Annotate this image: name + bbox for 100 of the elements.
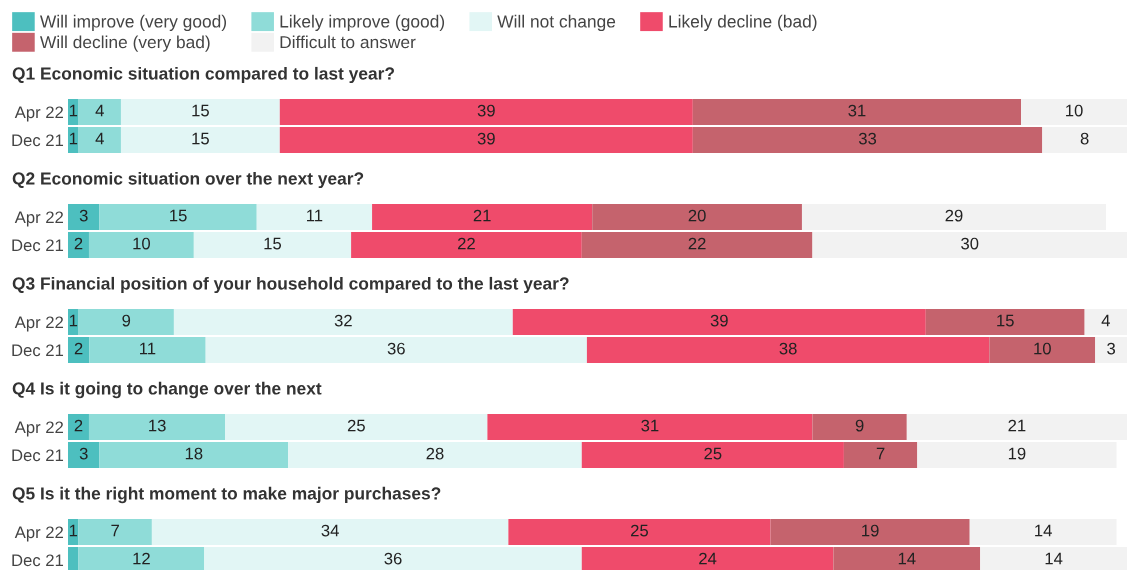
- data-label: 1: [69, 524, 78, 537]
- data-label: 15: [997, 314, 1014, 327]
- data-label: 33: [858, 132, 877, 145]
- bar: [279, 98, 693, 126]
- data-label: 31: [641, 419, 659, 432]
- bar: [68, 126, 79, 154]
- bar: [78, 98, 121, 126]
- data-label: 1: [69, 314, 78, 327]
- bar: [581, 231, 813, 259]
- data-label: 12: [133, 552, 150, 565]
- bar: [917, 441, 1117, 469]
- data-label: 22: [458, 237, 475, 250]
- bar: [89, 336, 206, 364]
- chart-title: Q1 Economic situation compared to last year?: [12, 66, 394, 84]
- data-label: 4: [95, 132, 104, 145]
- data-label: 7: [876, 447, 885, 460]
- data-label: 39: [477, 132, 495, 145]
- bar: [68, 413, 89, 441]
- bar: [1095, 336, 1127, 364]
- data-label: 36: [384, 552, 402, 565]
- data-label: 15: [192, 104, 209, 117]
- y-tick-label: Apr 22: [14, 421, 63, 437]
- data-label: 28: [426, 447, 444, 460]
- bar: [288, 441, 582, 469]
- bar: [78, 308, 174, 336]
- bar: [372, 203, 593, 231]
- bar: [351, 231, 582, 259]
- y-tick-label: Apr 22: [14, 526, 63, 542]
- legend-label: Will improve (very good): [40, 14, 227, 32]
- bar: [120, 126, 280, 154]
- data-label: 24: [699, 552, 717, 565]
- bar: [88, 413, 226, 441]
- bar: [487, 413, 813, 441]
- y-tick-label: Dec 21: [12, 554, 64, 567]
- y-tick-label: Dec 21: [12, 449, 64, 462]
- chart-title: Q4 Is it going to change over the next: [12, 381, 322, 399]
- data-label: 11: [140, 342, 156, 355]
- data-label: 31: [848, 104, 866, 117]
- data-label: 29: [945, 209, 963, 222]
- chart-title: Q5 Is it the right moment to make major purchases?: [12, 486, 441, 504]
- data-label: 3: [79, 447, 88, 460]
- y-tick-label: Dec 21: [12, 239, 64, 252]
- data-label: 25: [631, 524, 649, 537]
- data-label: 20: [688, 209, 706, 222]
- data-label: 14: [1045, 552, 1063, 565]
- data-label: 39: [710, 314, 728, 327]
- data-label: 38: [779, 342, 797, 355]
- data-label: 32: [334, 314, 352, 327]
- bar: [68, 308, 79, 336]
- bar: [279, 126, 693, 154]
- data-label: 21: [473, 209, 491, 222]
- bar: [1042, 126, 1127, 154]
- bar: [592, 203, 802, 231]
- data-label: 11: [307, 209, 323, 222]
- bar: [173, 308, 513, 336]
- bar: [512, 308, 926, 336]
- data-label: 19: [1008, 447, 1026, 460]
- chart-title: Q2 Economic situation over the next year?: [12, 171, 364, 189]
- data-label: 8: [1080, 132, 1089, 145]
- y-tick-label: Dec 21: [12, 134, 64, 147]
- y-tick-label: Apr 22: [14, 211, 63, 227]
- bar: [581, 441, 844, 469]
- bar: [801, 203, 1107, 231]
- chart-title: Q3 Financial position of your household compared to the last year?: [12, 276, 569, 294]
- bar: [586, 336, 990, 364]
- data-label: 9: [855, 419, 864, 432]
- legend-label: Difficult to answer: [280, 35, 416, 49]
- y-tick-label: Apr 22: [14, 316, 63, 332]
- bar: [88, 231, 194, 259]
- legend-label: Will not change: [497, 14, 616, 32]
- bar: [925, 308, 1085, 336]
- y-tick-label: Dec 21: [12, 344, 64, 357]
- y-tick-label: Apr 22: [14, 106, 63, 122]
- data-label: 22: [688, 237, 706, 250]
- data-label: 7: [111, 524, 119, 537]
- bar: [692, 126, 1043, 154]
- data-label: 15: [264, 237, 282, 250]
- bar: [68, 203, 100, 231]
- bar: [692, 98, 1022, 126]
- bar: [68, 441, 100, 469]
- data-label: 10: [133, 237, 151, 250]
- data-label: 39: [477, 104, 495, 117]
- bar: [68, 98, 79, 126]
- bar: [812, 231, 1127, 259]
- data-label: 10: [1034, 342, 1051, 355]
- bar: [1084, 308, 1127, 336]
- bar: [68, 336, 90, 364]
- bar: [843, 441, 918, 469]
- bar: [205, 336, 587, 364]
- bar: [68, 231, 89, 259]
- legend-label: Likely decline (bad): [669, 14, 817, 32]
- data-label: 14: [898, 552, 916, 565]
- bar: [1021, 98, 1127, 126]
- bar: [989, 336, 1096, 364]
- data-label: 4: [1101, 314, 1110, 327]
- data-label: 9: [122, 314, 131, 327]
- data-label: 30: [961, 237, 979, 250]
- bar: [99, 441, 289, 469]
- data-label: 2: [74, 342, 83, 355]
- data-label: 13: [149, 419, 166, 432]
